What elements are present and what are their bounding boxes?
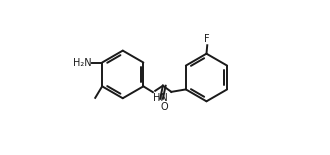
Text: H₂N: H₂N: [73, 58, 91, 68]
Text: F: F: [204, 34, 210, 44]
Text: HN: HN: [153, 93, 168, 103]
Text: O: O: [160, 102, 168, 112]
